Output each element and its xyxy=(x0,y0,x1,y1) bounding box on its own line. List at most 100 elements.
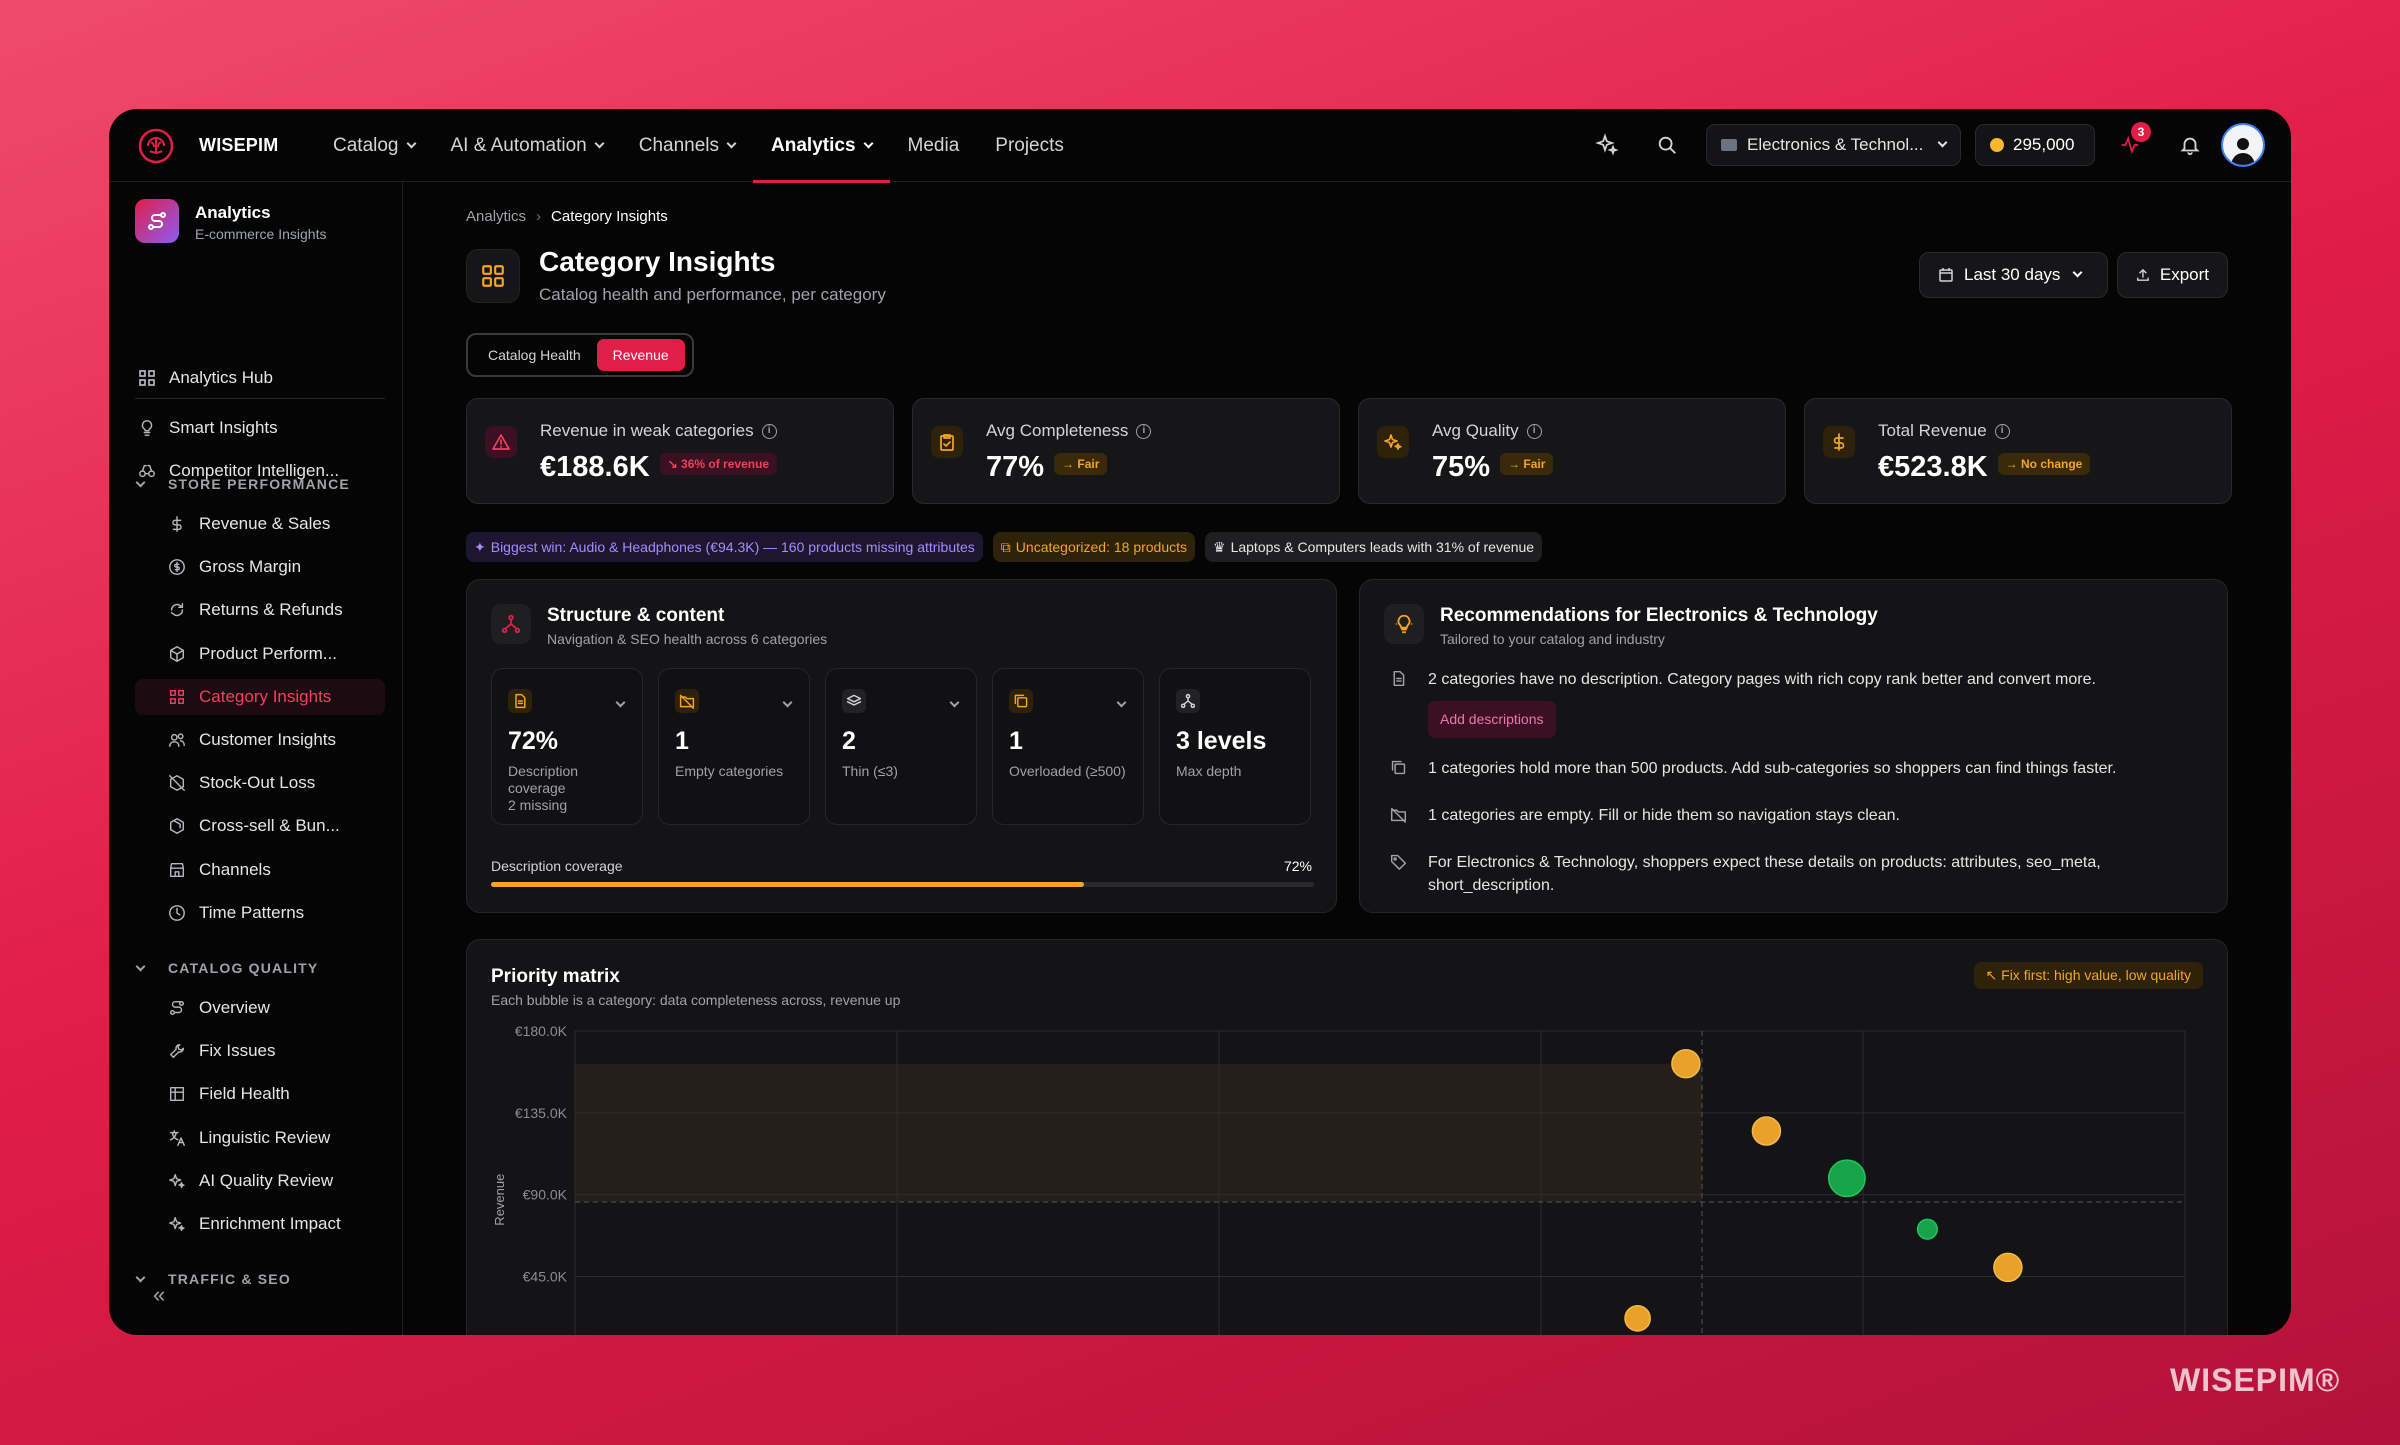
sidebar-item-label: Customer Insights xyxy=(199,730,336,749)
structure-metric[interactable]: 72% Description coverage 2 missing xyxy=(491,668,643,825)
sidebar-item-label: Product Perform... xyxy=(199,643,337,663)
sidebar-item-customer-insights[interactable]: Customer Insights xyxy=(167,722,336,758)
chevron-down-icon xyxy=(135,477,146,487)
sidebar-product-subtitle: E-commerce Insights xyxy=(195,226,327,242)
wisepim-watermark: WISEPIM® xyxy=(2170,1362,2341,1398)
insight-chip-text: Biggest win: Audio & Headphones (€94.3K)… xyxy=(490,539,975,555)
sidebar-item-linguistic-review[interactable]: Linguistic Review xyxy=(167,1120,330,1156)
sidebar-item-enrichment-impact[interactable]: Enrichment Impact xyxy=(167,1206,341,1242)
info-icon[interactable]: i xyxy=(1136,423,1152,439)
sidebar-item-category-insights[interactable]: Category Insights xyxy=(135,678,385,715)
category-bubble[interactable] xyxy=(1624,1304,1651,1332)
chevron-down-icon xyxy=(615,697,626,708)
structure-metric[interactable]: 1 Overloaded (≥500) xyxy=(992,668,1144,825)
sidebar-item-time-patterns[interactable]: Time Patterns xyxy=(167,895,304,931)
credits-display[interactable]: 295,000 xyxy=(1975,124,2095,166)
structure-metric[interactable]: 1 Empty categories xyxy=(658,668,810,825)
folder-off-icon xyxy=(675,689,699,713)
recommendation-item: 1 categories hold more than 500 products… xyxy=(1390,757,2180,780)
kpi-value: 77% → Fair xyxy=(986,451,1108,484)
store-icon xyxy=(167,860,187,880)
recommendation-text: For Electronics & Technology, shoppers e… xyxy=(1428,854,2101,894)
breadcrumb-parent[interactable]: Analytics xyxy=(466,208,527,225)
sidebar-item-analytics-hub[interactable]: Analytics Hub xyxy=(137,360,273,396)
app-window: WISEPIM Catalog AI & Automation Channels An… xyxy=(109,109,2291,1335)
toggle-catalog-health[interactable]: Catalog Health xyxy=(488,347,581,363)
sidebar-section-title: TRAFFIC & SEO xyxy=(168,1271,291,1288)
nav-item-channels[interactable]: Channels xyxy=(621,109,753,182)
activity-button[interactable]: 3 xyxy=(2113,122,2151,162)
category-grid-icon xyxy=(466,249,520,303)
insight-chip[interactable]: ✦ Biggest win: Audio & Headphones (€94.3K… xyxy=(466,532,983,562)
sidebar-section-catalog-quality[interactable]: CATALOG QUALITY xyxy=(135,960,318,976)
hierarchy-icon xyxy=(491,604,531,644)
sidebar-item-label: AI Quality Review xyxy=(199,1170,334,1190)
grid-icon xyxy=(167,687,187,707)
sidebar-item-channels[interactable]: Channels xyxy=(167,852,271,888)
nav-item-projects[interactable]: Projects xyxy=(977,109,1082,182)
nav-item-analytics[interactable]: Analytics xyxy=(753,109,891,183)
sidebar-item-stock-out-loss[interactable]: Stock-Out Loss xyxy=(167,765,315,801)
matrix-subtitle: Each bubble is a category: data complete… xyxy=(491,992,901,1008)
metric-value: 2 xyxy=(842,727,856,755)
add-descriptions-button[interactable]: Add descriptions xyxy=(1428,701,1556,738)
sidebar-item-competitor-intelligen[interactable]: Competitor Intelligen... xyxy=(137,453,339,489)
coverage-label: Description coverage xyxy=(491,858,623,874)
category-bubble[interactable] xyxy=(1993,1252,2023,1283)
coin-icon xyxy=(1990,138,2004,152)
collapse-sidebar-button[interactable]: « xyxy=(153,1282,166,1307)
brain-logo-icon[interactable] xyxy=(137,127,175,165)
sidebar-item-label: Channels xyxy=(199,859,271,879)
sidebar-section-store-performance[interactable]: STORE PERFORMANCE xyxy=(135,476,350,492)
sidebar-item-gross-margin[interactable]: Gross Margin xyxy=(167,549,301,585)
sidebar-item-revenue-sales[interactable]: Revenue & Sales xyxy=(167,506,330,542)
hierarchy-icon xyxy=(1176,689,1200,713)
info-icon[interactable]: i xyxy=(761,423,777,439)
nav-item-catalog[interactable]: Catalog xyxy=(315,109,433,182)
toggle-revenue[interactable]: Revenue xyxy=(596,339,685,371)
info-icon[interactable]: i xyxy=(1526,423,1542,439)
sparkles-icon: ✦ xyxy=(474,538,486,555)
nav-item-label: Analytics xyxy=(771,134,856,156)
y-tick-label: €180.0K xyxy=(515,1023,568,1039)
nav-item-media[interactable]: Media xyxy=(890,109,978,182)
expand-chevron-button[interactable] xyxy=(949,693,960,711)
search-button[interactable] xyxy=(1650,128,1684,162)
expand-chevron-button[interactable] xyxy=(615,693,626,711)
sidebar-item-returns-refunds[interactable]: Returns & Refunds xyxy=(167,592,343,628)
date-range-button[interactable]: Last 30 days xyxy=(1919,252,2108,298)
category-bubble[interactable] xyxy=(1671,1048,1701,1079)
sidebar-item-smart-insights[interactable]: Smart Insights xyxy=(137,410,278,446)
activity-icon xyxy=(2121,135,2139,155)
structure-metric[interactable]: 2 Thin (≤3) xyxy=(825,668,977,825)
sidebar-section-traffic-seo[interactable]: TRAFFIC & SEO xyxy=(135,1271,291,1288)
chevron-down-icon xyxy=(1937,137,1948,148)
category-bubble[interactable] xyxy=(1827,1159,1866,1198)
expand-chevron-button[interactable] xyxy=(782,693,793,711)
fix-first-tag: ↖ Fix first: high value, low quality xyxy=(1973,962,2203,989)
nav-item-ai-automation[interactable]: AI & Automation xyxy=(433,109,621,182)
structure-metric[interactable]: 3 levels Max depth xyxy=(1159,668,1311,825)
category-bubble[interactable] xyxy=(1751,1116,1782,1146)
kpi-label-text: Avg Completeness xyxy=(986,421,1129,440)
ai-sparkle-button[interactable] xyxy=(1590,128,1624,162)
category-bubble[interactable] xyxy=(1916,1218,1938,1240)
sidebar-product-title: Analytics xyxy=(195,203,271,222)
insight-chip[interactable]: ⧉ Uncategorized: 18 products xyxy=(992,532,1196,562)
refresh-icon xyxy=(167,600,187,620)
sidebar-item-field-health[interactable]: Field Health xyxy=(167,1076,290,1112)
insight-chip[interactable]: ♛ Laptops & Computers leads with 31% of r… xyxy=(1205,532,1543,562)
notifications-button[interactable] xyxy=(2173,128,2207,162)
workspace-selector[interactable]: Electronics & Technol... xyxy=(1706,124,1961,166)
sidebar-item-fix-issues[interactable]: Fix Issues xyxy=(167,1033,276,1069)
info-icon[interactable]: i xyxy=(1994,423,2010,439)
sidebar-item-ai-quality-review[interactable]: AI Quality Review xyxy=(167,1163,333,1199)
expand-chevron-button[interactable] xyxy=(1116,693,1127,711)
sidebar-item-label: Revenue & Sales xyxy=(199,514,331,533)
user-avatar[interactable] xyxy=(2221,123,2265,167)
sidebar-item-product-perform[interactable]: Product Perform... xyxy=(167,636,337,672)
brand-name[interactable]: WISEPIM xyxy=(199,135,279,155)
sidebar-item-cross-sell-bun[interactable]: Cross-sell & Bun... xyxy=(167,808,340,844)
export-button[interactable]: Export xyxy=(2117,252,2228,298)
sidebar-item-overview[interactable]: Overview xyxy=(167,990,270,1026)
